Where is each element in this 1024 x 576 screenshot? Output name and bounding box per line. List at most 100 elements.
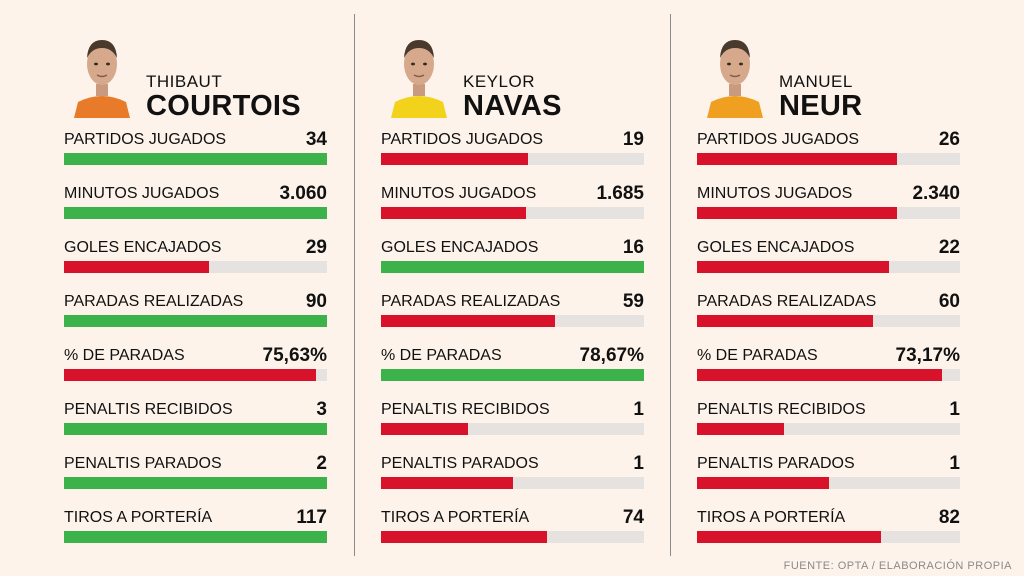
player-first-name: MANUEL (779, 72, 853, 91)
stat-label: PARADAS REALIZADAS (381, 293, 561, 310)
bar-fill (64, 261, 209, 273)
stat-label: PARADAS REALIZADAS (697, 293, 877, 310)
bar-fill (697, 207, 897, 219)
bar-track (381, 531, 644, 543)
bar-track (64, 153, 327, 165)
player-last-name: NEUR (779, 90, 863, 122)
player-last-name: COURTOIS (146, 90, 301, 122)
bar-fill (381, 315, 555, 327)
player-header: THIBAUT COURTOIS (64, 28, 327, 122)
stat-row: PENALTIS RECIBIDOS 1 (381, 399, 644, 435)
bar-fill (64, 477, 327, 489)
stat-value: 1 (633, 453, 644, 474)
bar-fill (697, 315, 873, 327)
stat-label: MINUTOS JUGADOS (64, 185, 220, 202)
stat-row: PENALTIS PARADOS 1 (697, 453, 960, 489)
player-last-name: NAVAS (463, 90, 562, 122)
stat-label: PENALTIS PARADOS (697, 455, 855, 472)
stat-label: PENALTIS PARADOS (64, 455, 222, 472)
bar-fill (64, 423, 327, 435)
stat-label: GOLES ENCAJADOS (64, 239, 222, 256)
stat-row: MINUTOS JUGADOS 3.060 (64, 183, 327, 219)
stat-label: TIROS A PORTERÍA (381, 509, 530, 526)
stat-row: TIROS A PORTERÍA 82 (697, 507, 960, 543)
stat-value: 1 (949, 453, 960, 474)
stat-label: MINUTOS JUGADOS (697, 185, 853, 202)
bar-fill (697, 477, 829, 489)
player-column: KEYLOR NAVAS PARTIDOS JUGADOS 19 MINUTOS JUG… (381, 0, 644, 576)
stat-value: 34 (305, 129, 327, 150)
stat-value: 74 (622, 507, 644, 528)
player-header: MANUEL NEUR (697, 28, 960, 122)
stat-row: GOLES ENCAJADOS 22 (697, 237, 960, 273)
bar-track (64, 207, 327, 219)
stat-value: 26 (938, 129, 960, 150)
stat-row: PARTIDOS JUGADOS 19 (381, 129, 644, 165)
bar-track (381, 261, 644, 273)
stat-label: GOLES ENCAJADOS (381, 239, 539, 256)
stat-value: 3 (316, 399, 327, 420)
stat-label: % DE PARADAS (697, 347, 818, 364)
bar-fill (697, 369, 942, 381)
stat-row: PARTIDOS JUGADOS 26 (697, 129, 960, 165)
stat-value: 73,17% (895, 345, 960, 366)
stat-value: 90 (305, 291, 327, 312)
stat-value: 2 (316, 453, 327, 474)
bar-fill (64, 315, 327, 327)
bar-track (64, 423, 327, 435)
stat-row: PENALTIS PARADOS 1 (381, 453, 644, 489)
stat-label: GOLES ENCAJADOS (697, 239, 855, 256)
stat-label: MINUTOS JUGADOS (381, 185, 537, 202)
bar-track (381, 207, 644, 219)
stat-label: PARTIDOS JUGADOS (697, 131, 860, 148)
bar-fill (381, 531, 547, 543)
stat-value: 75,63% (262, 345, 327, 366)
player-column: THIBAUT COURTOIS PARTIDOS JUGADOS 34 MINUTOS… (64, 0, 327, 576)
player-photo (72, 28, 132, 118)
stat-label: TIROS A PORTERÍA (697, 509, 846, 526)
stat-label: PARTIDOS JUGADOS (381, 131, 544, 148)
bar-fill (697, 153, 897, 165)
stat-label: PENALTIS RECIBIDOS (381, 401, 550, 418)
stat-label: PARTIDOS JUGADOS (64, 131, 227, 148)
stat-label: PENALTIS RECIBIDOS (64, 401, 233, 418)
bar-track (697, 153, 960, 165)
stat-value: 16 (622, 237, 644, 258)
bar-fill (64, 153, 327, 165)
stat-label: PENALTIS PARADOS (381, 455, 539, 472)
player-column: MANUEL NEUR PARTIDOS JUGADOS 26 MINUTOS JUGA… (697, 0, 960, 576)
bar-track (697, 261, 960, 273)
stat-row: MINUTOS JUGADOS 2.340 (697, 183, 960, 219)
stat-row: PARTIDOS JUGADOS 34 (64, 129, 327, 165)
player-photo (389, 28, 449, 118)
stat-row: GOLES ENCAJADOS 16 (381, 237, 644, 273)
bar-track (381, 153, 644, 165)
player-first-name: THIBAUT (146, 72, 223, 91)
stat-value: 82 (938, 507, 960, 528)
bar-fill (697, 261, 889, 273)
stat-value: 3.060 (279, 183, 327, 204)
stat-label: PENALTIS RECIBIDOS (697, 401, 866, 418)
player-header: KEYLOR NAVAS (381, 28, 644, 122)
stat-value: 59 (622, 291, 644, 312)
bar-track (381, 369, 644, 381)
stat-label: PARADAS REALIZADAS (64, 293, 244, 310)
stat-row: TIROS A PORTERÍA 117 (64, 507, 327, 543)
bar-fill (381, 477, 513, 489)
stat-value: 1 (949, 399, 960, 420)
bar-fill (64, 207, 327, 219)
bar-track (64, 477, 327, 489)
bar-track (697, 477, 960, 489)
stat-row: TIROS A PORTERÍA 74 (381, 507, 644, 543)
bar-fill (64, 369, 316, 381)
bar-fill (381, 423, 468, 435)
stat-row: MINUTOS JUGADOS 1.685 (381, 183, 644, 219)
stat-row: PENALTIS RECIBIDOS 1 (697, 399, 960, 435)
stat-value: 19 (622, 129, 644, 150)
stat-row: % DE PARADAS 73,17% (697, 345, 960, 381)
bar-track (381, 423, 644, 435)
bar-track (381, 477, 644, 489)
stat-label: % DE PARADAS (64, 347, 185, 364)
bar-track (64, 315, 327, 327)
stat-row: PENALTIS PARADOS 2 (64, 453, 327, 489)
